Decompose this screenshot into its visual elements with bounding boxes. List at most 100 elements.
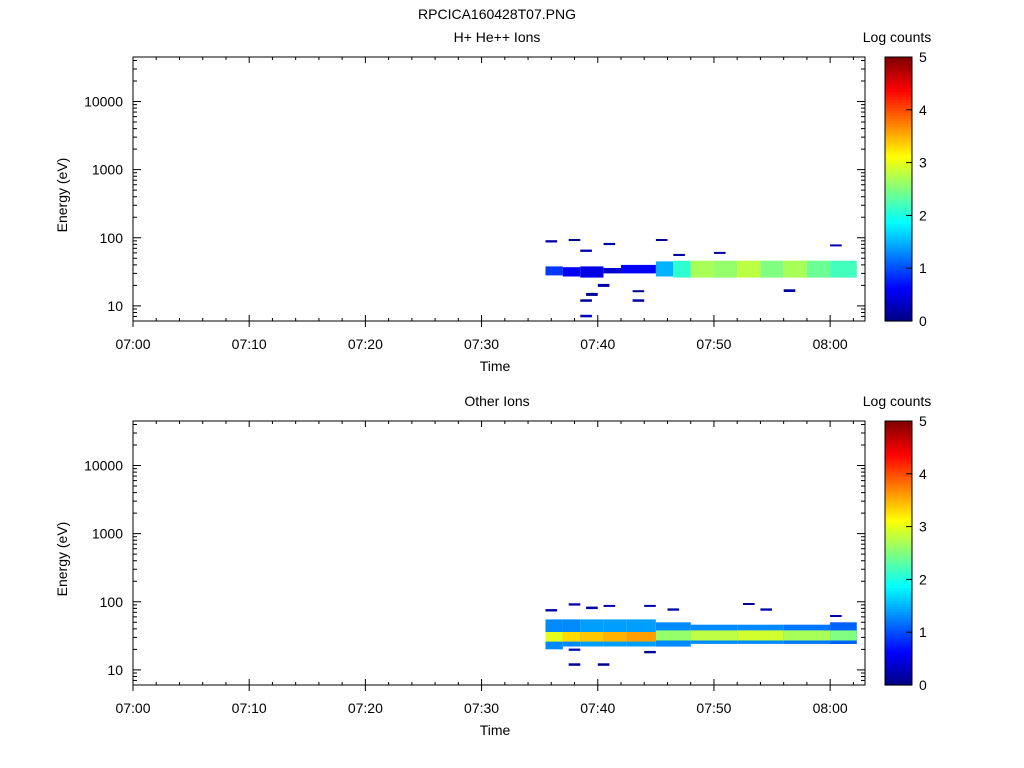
y-tick-label: 10 — [107, 298, 123, 314]
colorbar-segment — [885, 212, 912, 216]
y-tick-label: 100 — [100, 594, 124, 610]
colorbar-segment — [885, 239, 912, 243]
heatmap-cell — [655, 630, 691, 641]
colorbar-segment — [885, 616, 912, 620]
heatmap-cell — [626, 632, 656, 642]
x-tick-label: 07:00 — [115, 700, 150, 716]
colorbar-segment — [885, 574, 912, 578]
panel-hplus-heplusplus: H+ He++ Ions Energy (eV) Time Log counts… — [54, 29, 931, 374]
colorbar-segment — [885, 463, 912, 467]
panel-other-ions: Other Ions Energy (eV) Time Log counts 1… — [54, 393, 931, 738]
colorbar-segment — [885, 175, 912, 180]
colorbar: 0 1 2 3 4 5 — [884, 413, 927, 693]
colorbar-segment — [885, 149, 912, 153]
colorbar-segment — [885, 70, 912, 74]
heatmap-cell — [690, 260, 714, 278]
colorbar-segment — [885, 494, 912, 499]
colorbar-segment — [885, 666, 912, 670]
colorbar-segment — [885, 233, 912, 238]
colorbar-segment — [885, 484, 912, 488]
colorbar-segment — [885, 505, 912, 509]
panel-title: H+ He++ Ions — [454, 29, 541, 45]
colorbar-segment — [885, 637, 912, 641]
colorbar-segment — [885, 255, 912, 259]
y-axis: 10 100 1000 10000 — [84, 423, 865, 686]
x-tick-label: 07:50 — [696, 700, 731, 716]
heatmap-cell — [545, 632, 563, 642]
colorbar-segment — [885, 545, 912, 549]
heatmap-cell — [632, 290, 645, 293]
colorbar-segment — [885, 78, 912, 82]
colorbar-segment — [885, 537, 912, 541]
colorbar-segment — [885, 57, 912, 61]
x-tick-label: 07:40 — [580, 700, 615, 716]
colorbar-segment — [885, 141, 912, 145]
colorbar-segment — [885, 431, 912, 435]
colorbar-segment — [885, 310, 912, 314]
colorbar-segment — [885, 297, 912, 301]
colorbar-segment — [885, 138, 912, 143]
plot-frame — [132, 56, 866, 322]
heatmap-cell — [562, 632, 581, 642]
colorbar-segment — [885, 307, 912, 312]
colorbar-segment — [885, 600, 912, 604]
heatmap-cell — [562, 267, 581, 277]
heatmap-cell — [667, 608, 680, 611]
colorbar-segment — [885, 510, 912, 514]
x-tick-label: 07:00 — [115, 336, 150, 352]
colorbar-segment — [885, 492, 912, 496]
x-tick-label: 07:10 — [232, 336, 267, 352]
colorbar-segment — [885, 120, 912, 124]
colorbar-segment — [885, 621, 912, 625]
heatmap-cell — [603, 268, 621, 274]
colorbar-segment — [885, 276, 912, 280]
colorbar-segment — [885, 146, 912, 150]
y-tick-label: 1000 — [92, 162, 123, 178]
colorbar-segment — [885, 626, 912, 631]
colorbar-segment — [885, 99, 912, 103]
y-axis-label: Energy (eV) — [54, 522, 70, 597]
colorbar-tick-label: 2 — [919, 571, 927, 587]
colorbar-segment — [885, 584, 912, 588]
colorbar-segment — [885, 123, 912, 127]
x-axis-label: Time — [480, 722, 511, 738]
colorbar-segment — [885, 655, 912, 660]
colorbar-label: Log counts — [863, 29, 932, 45]
plot-frame — [132, 420, 866, 686]
colorbar-segment — [885, 59, 912, 63]
colorbar-segment — [885, 117, 912, 121]
colorbar-segment — [885, 479, 912, 483]
colorbar-tick-label: 2 — [919, 207, 927, 223]
colorbar-segment — [885, 450, 912, 454]
colorbar-segment — [885, 262, 912, 267]
x-tick-label: 08:00 — [813, 700, 848, 716]
colorbar-segment — [885, 529, 912, 533]
colorbar-tick-label: 0 — [919, 677, 927, 693]
heatmap-cell — [545, 266, 563, 276]
colorbar-segment — [885, 661, 912, 665]
colorbar-tick-label: 1 — [919, 624, 927, 640]
colorbar-segment — [885, 62, 912, 66]
colorbar-tick-label: 0 — [919, 313, 927, 329]
colorbar-segment — [885, 502, 912, 507]
colorbar-segment — [885, 648, 912, 652]
colorbar-segment — [885, 568, 912, 573]
x-axis: 07:00 07:10 07:20 07:30 07:40 07:50 08:00 — [115, 57, 854, 352]
heatmap-cell — [586, 292, 598, 296]
heatmap-cell — [783, 630, 831, 641]
colorbar-segment — [885, 442, 912, 446]
colorbar-label: Log counts — [863, 393, 932, 409]
x-tick-label: 08:00 — [813, 336, 848, 352]
colorbar-segment — [885, 576, 912, 580]
colorbar-segment — [885, 444, 912, 448]
colorbar-segment — [885, 109, 912, 114]
colorbar-segment — [885, 104, 912, 108]
heatmap-cell — [760, 608, 772, 611]
colorbar-tick-label: 5 — [919, 49, 927, 65]
colorbar-segment — [885, 107, 912, 111]
colorbar-segment — [885, 144, 912, 148]
colorbar-segment — [885, 167, 912, 172]
colorbar-segment — [885, 516, 912, 520]
colorbar-segment — [885, 268, 912, 272]
